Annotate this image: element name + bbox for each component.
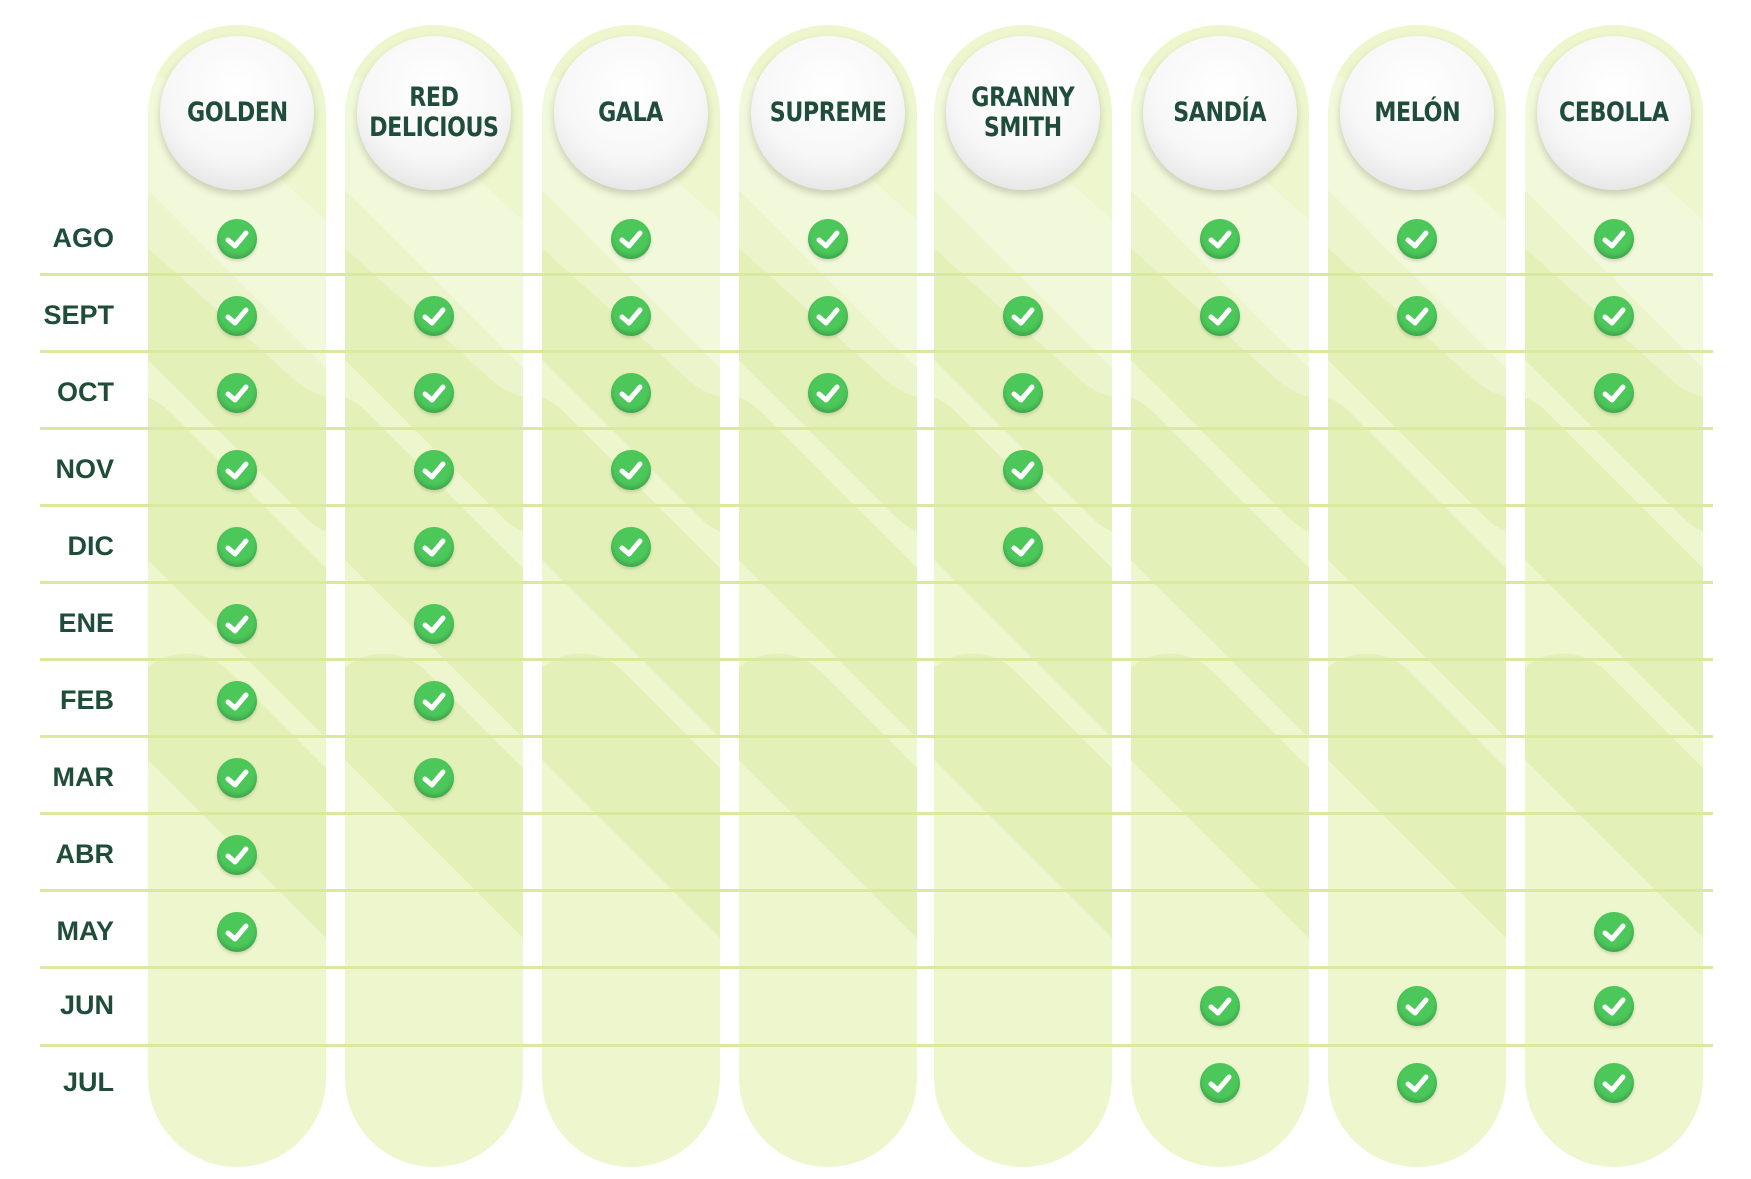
check-circle-icon <box>414 296 454 336</box>
check-circle-icon <box>217 219 257 259</box>
month-label: OCT <box>57 377 114 407</box>
check-circle-icon <box>1003 296 1043 336</box>
month-label: ENE <box>58 608 114 638</box>
column-7 <box>1328 25 1506 1167</box>
column-header-badge: MELÓN <box>1340 36 1494 190</box>
check-circle-icon <box>1200 986 1240 1026</box>
row-divider <box>40 889 1713 892</box>
check-circle-icon <box>414 681 454 721</box>
check-circle-icon <box>808 296 848 336</box>
column-5 <box>934 25 1112 1167</box>
check-circle-icon <box>217 604 257 644</box>
check-circle-icon <box>414 373 454 413</box>
column-2 <box>345 25 523 1167</box>
check-circle-icon <box>414 450 454 490</box>
column-header-label: SUPREME <box>769 97 887 128</box>
check-circle-icon <box>1594 912 1634 952</box>
check-circle-icon <box>611 527 651 567</box>
row-divider <box>40 581 1713 584</box>
month-label: SEPT <box>43 300 114 330</box>
check-circle-icon <box>217 912 257 952</box>
check-circle-icon <box>611 450 651 490</box>
check-circle-icon <box>1594 1063 1634 1103</box>
column-4 <box>739 25 917 1167</box>
month-label: MAR <box>52 762 115 792</box>
row-divider <box>40 658 1713 661</box>
row-divider <box>40 504 1713 507</box>
column-header-label: RED DELICIOUS <box>369 82 499 143</box>
check-circle-icon <box>1003 527 1043 567</box>
column-3 <box>542 25 720 1167</box>
column-header-label: CEBOLLA <box>1559 97 1669 128</box>
month-label: ABR <box>55 839 115 869</box>
row-divider <box>40 812 1713 815</box>
check-circle-icon <box>217 527 257 567</box>
row-divider <box>40 427 1713 430</box>
row-divider <box>40 966 1713 969</box>
month-label: JUL <box>62 1067 114 1097</box>
check-circle-icon <box>1594 986 1634 1026</box>
column-header-badge: GALA <box>554 36 708 190</box>
column-header-label: GALA <box>598 97 664 128</box>
check-circle-icon <box>217 758 257 798</box>
column-header-badge: GOLDEN <box>160 36 314 190</box>
column-1 <box>148 25 326 1167</box>
check-circle-icon <box>808 373 848 413</box>
check-circle-icon <box>414 758 454 798</box>
month-label: NOV <box>55 454 114 484</box>
column-header-badge: SANDÍA <box>1143 36 1297 190</box>
check-circle-icon <box>1397 1063 1437 1103</box>
column-header-badge: RED DELICIOUS <box>357 36 511 190</box>
check-circle-icon <box>217 373 257 413</box>
month-label: AGO <box>52 223 114 253</box>
row-divider <box>40 735 1713 738</box>
check-circle-icon <box>414 527 454 567</box>
column-6 <box>1131 25 1309 1167</box>
check-circle-icon <box>611 373 651 413</box>
check-circle-icon <box>1397 986 1437 1026</box>
check-circle-icon <box>611 219 651 259</box>
check-circle-icon <box>1200 296 1240 336</box>
check-circle-icon <box>217 681 257 721</box>
month-label: DIC <box>67 531 115 561</box>
column-header-badge: CEBOLLA <box>1537 36 1691 190</box>
check-circle-icon <box>217 450 257 490</box>
column-header-label: GOLDEN <box>186 97 288 128</box>
check-circle-icon <box>217 835 257 875</box>
column-header-label: GRANNY SMITH <box>971 82 1075 143</box>
check-circle-icon <box>1397 296 1437 336</box>
column-header-badge: SUPREME <box>751 36 905 190</box>
check-circle-icon <box>808 219 848 259</box>
row-divider <box>40 1044 1713 1047</box>
column-header-label: MELÓN <box>1374 97 1460 128</box>
check-circle-icon <box>414 604 454 644</box>
month-label: JUN <box>59 990 114 1020</box>
column-header-label: SANDÍA <box>1173 97 1267 128</box>
month-label: MAY <box>56 916 114 946</box>
row-divider <box>40 350 1713 353</box>
check-circle-icon <box>1003 450 1043 490</box>
check-circle-icon <box>1200 1063 1240 1103</box>
check-circle-icon <box>611 296 651 336</box>
month-label: FEB <box>60 685 114 715</box>
column-8 <box>1525 25 1703 1167</box>
row-divider <box>40 273 1713 276</box>
check-circle-icon <box>1397 219 1437 259</box>
check-circle-icon <box>1594 373 1634 413</box>
column-header-badge: GRANNY SMITH <box>946 36 1100 190</box>
check-circle-icon <box>1594 219 1634 259</box>
check-circle-icon <box>1594 296 1634 336</box>
check-circle-icon <box>217 296 257 336</box>
check-circle-icon <box>1200 219 1240 259</box>
check-circle-icon <box>1003 373 1043 413</box>
